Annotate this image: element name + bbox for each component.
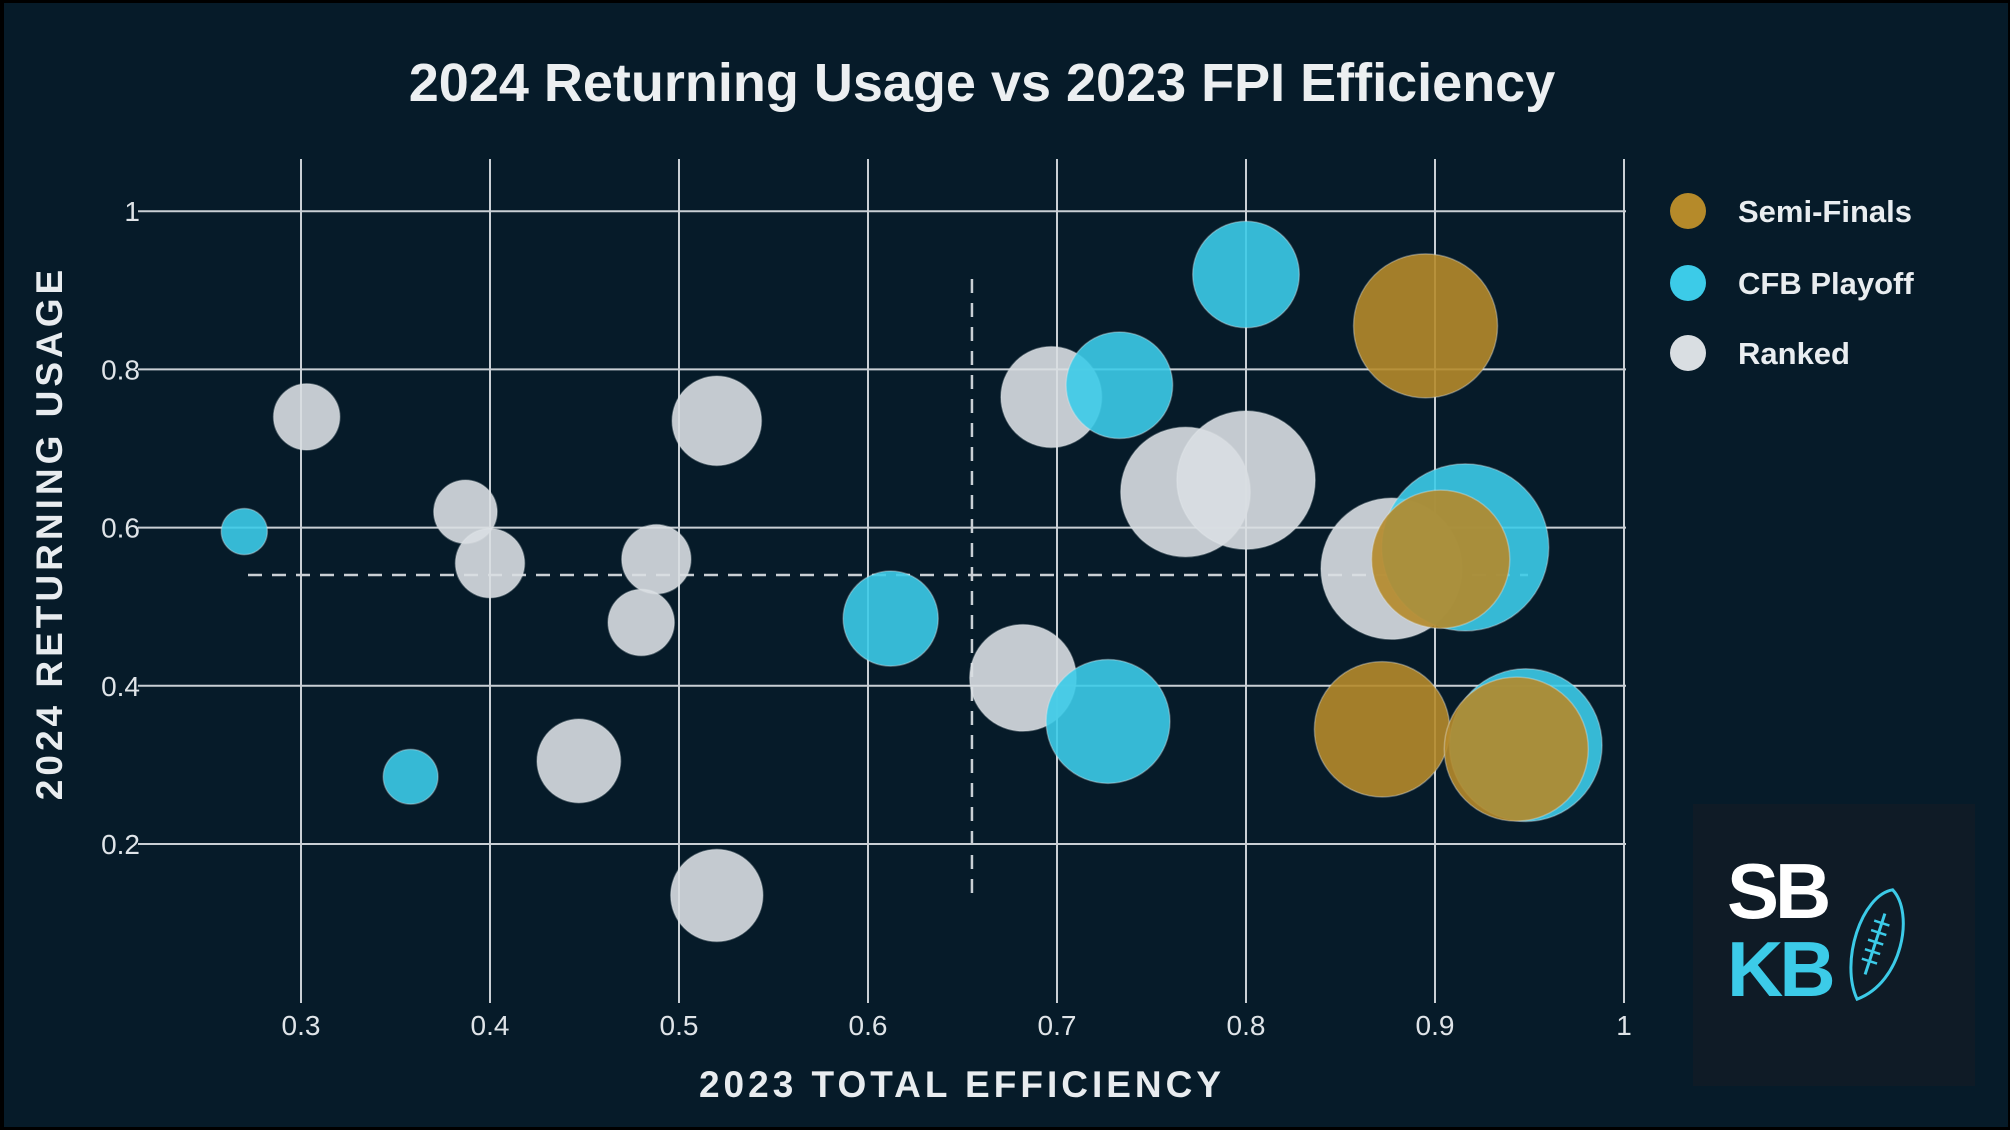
x-tick-label: 0.5 [660,1010,699,1041]
y-tick-label: 0.6 [101,513,140,544]
x-tick-label: 0.8 [1227,1010,1266,1041]
bubble-ranked [536,718,622,804]
legend: Semi-Finals CFB Playoff Ranked [1670,193,1914,371]
bubble-cfb-playoff [1191,220,1301,329]
y-tick-label: 0.4 [101,671,140,702]
logo-text-bottom: KB [1727,925,1832,1013]
bubble-semi-finals [1313,660,1451,798]
bubble-ranked [607,588,676,657]
bubbles [220,220,1603,943]
legend-marker [1670,335,1706,371]
bubble-semi-finals [1352,253,1499,399]
y-tick-label: 0.2 [101,829,140,860]
logo-text-top: SB [1727,847,1828,935]
scatter-chart: 2024 Returning Usage vs 2023 FPI Efficie… [29,53,1914,1105]
y-tick-label: 1 [124,196,140,227]
bubble-cfb-playoff [1045,658,1171,785]
legend-marker [1670,193,1706,229]
sbkb-logo: SB KB [1693,804,1975,1086]
x-tick-label: 0.7 [1038,1010,1077,1041]
tick-labels: 0.3 0.4 0.5 0.6 0.7 0.8 0.9 1 0.2 0.4 0.6 0.8 1 [101,196,1632,1041]
bubble-cfb-playoff [842,570,939,667]
bubble-ranked [1176,410,1316,551]
bubble-cfb-playoff [220,507,269,556]
x-axis-title: 2023 TOTAL EFFICIENCY [699,1064,1225,1105]
x-tick-label: 0.4 [471,1010,510,1041]
x-tick-label: 0.9 [1416,1010,1455,1041]
bubble-cfb-playoff [1065,331,1174,440]
legend-marker [1670,265,1706,301]
legend-label: CFB Playoff [1738,266,1914,301]
y-axis-title: 2024 RETURNING USAGE [29,266,70,800]
bubble-ranked [669,848,764,943]
bubble-ranked [272,382,341,451]
chart-frame: 2024 Returning Usage vs 2023 FPI Efficie… [4,3,2008,1127]
x-tick-label: 0.6 [849,1010,888,1041]
legend-label: Ranked [1738,336,1850,371]
bubble-ranked [621,523,692,595]
legend-label: Semi-Finals [1738,194,1912,229]
reference-lines [248,279,1528,893]
y-tick-label: 0.8 [101,354,140,385]
bubble-ranked [671,375,763,467]
bubble-semi-finals [1443,676,1590,822]
bubble-cfb-playoff [382,748,439,805]
bubble-ranked [454,527,526,599]
football-icon [1849,888,1905,1002]
bubble-semi-finals [1370,489,1511,630]
chart-title: 2024 Returning Usage vs 2023 FPI Efficie… [409,53,1556,113]
x-tick-label: 0.3 [282,1010,321,1041]
x-tick-label: 1 [1616,1010,1632,1041]
